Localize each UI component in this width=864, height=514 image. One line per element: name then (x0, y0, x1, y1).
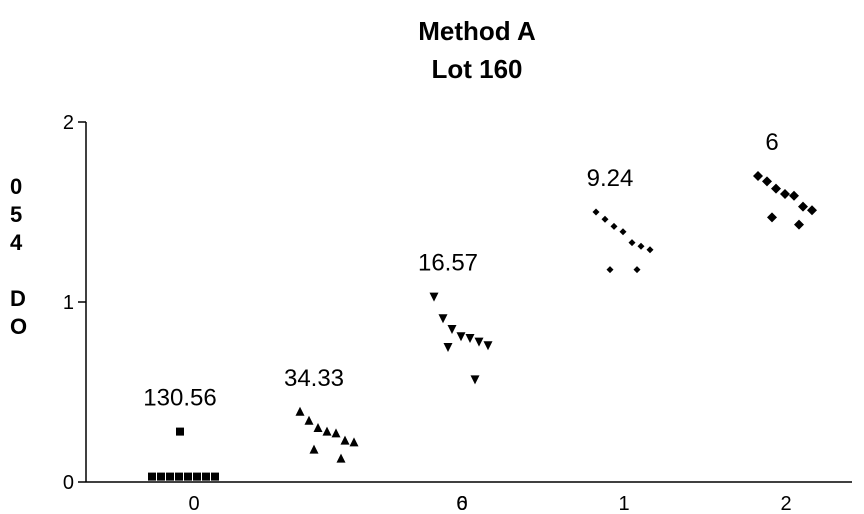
data-point-diamond-small (610, 222, 618, 230)
x-tick-label: 2 (780, 493, 791, 514)
data-point-diamond (780, 189, 790, 199)
y-axis-label-letter: D (10, 286, 26, 311)
data-point-square (175, 472, 183, 481)
y-axis-label-letter: O (10, 314, 27, 339)
y-tick-label: 1 (63, 292, 74, 314)
data-point-diamond (771, 183, 781, 194)
data-point-diamond (753, 171, 763, 181)
data-point-triangle-up (295, 406, 305, 416)
data-point-triangle-down (438, 314, 448, 324)
data-point-triangle-up (331, 428, 341, 438)
data-point-diamond-small (606, 266, 614, 274)
group-labels: 130.56 34.33 16.57 9.24 6 (143, 129, 778, 412)
data-point-diamond (794, 219, 804, 230)
data-point-triangle-up (309, 444, 319, 454)
y-axis-label-letter: 4 (10, 230, 23, 255)
data-point-square (157, 472, 165, 481)
data-point-diamond-small (637, 242, 645, 250)
data-point-square (193, 472, 201, 481)
data-point-diamond-small (646, 246, 654, 254)
y-axis-label: 0 5 4 DO (10, 174, 27, 339)
data-point-triangle-up (313, 423, 323, 432)
data-points (148, 171, 817, 481)
data-point-diamond-small (601, 215, 609, 223)
y-tick-label: 0 (63, 472, 74, 494)
data-point-square (184, 472, 192, 481)
group-value-label: 34.33 (284, 365, 344, 392)
data-point-triangle-down (465, 334, 475, 343)
data-point-triangle-up (304, 415, 314, 425)
x-tick-label: 1 (618, 493, 629, 514)
data-point-square (148, 472, 156, 481)
data-point-diamond (767, 212, 777, 223)
group-value-label: 6 (765, 129, 778, 156)
data-point-triangle-down (447, 325, 457, 334)
data-point-square (211, 472, 219, 481)
chart-title-line-1: Method A (418, 16, 536, 46)
data-point-square (202, 472, 210, 481)
data-point-diamond (789, 190, 799, 201)
data-point-triangle-up (322, 426, 332, 436)
chart-title: Method A Lot 160 (418, 16, 536, 84)
data-point-triangle-up (340, 435, 350, 445)
data-point-diamond-small (633, 266, 641, 274)
group-value-label: 9.24 (587, 165, 634, 192)
x-tick-label-overlap: 0 (456, 493, 467, 514)
x-tick-label: 6 (456, 493, 467, 514)
data-point-diamond-small (619, 228, 627, 236)
y-axis-label-letter: 0 (10, 174, 22, 199)
group-value-label: 16.57 (418, 250, 478, 277)
data-point-diamond (807, 205, 817, 216)
y-tick-label: 2 (63, 112, 74, 134)
x-tick-label: 0 (188, 493, 199, 514)
data-point-diamond-small (628, 239, 636, 247)
data-point-triangle-down (443, 343, 453, 352)
data-point-triangle-down (470, 375, 480, 385)
data-point-diamond (762, 176, 772, 187)
data-point-triangle-down (429, 292, 439, 302)
data-point-triangle-down (456, 332, 466, 342)
data-point-triangle-up (336, 453, 346, 463)
data-point-diamond (798, 201, 808, 212)
data-point-triangle-down (483, 341, 493, 351)
data-point-triangle-down (474, 337, 484, 347)
data-point-diamond-small (592, 208, 600, 216)
x-axis-ticks: 0 6 1 20 (188, 493, 791, 514)
y-axis-ticks: 0 1 2 (63, 112, 86, 494)
group-value-label: 130.56 (143, 385, 216, 412)
chart-title-line-2: Lot 160 (431, 54, 522, 84)
data-point-square (166, 472, 174, 481)
y-axis-label-letter: 5 (10, 202, 22, 227)
data-point-triangle-up (349, 437, 359, 447)
data-point-square (176, 427, 184, 436)
